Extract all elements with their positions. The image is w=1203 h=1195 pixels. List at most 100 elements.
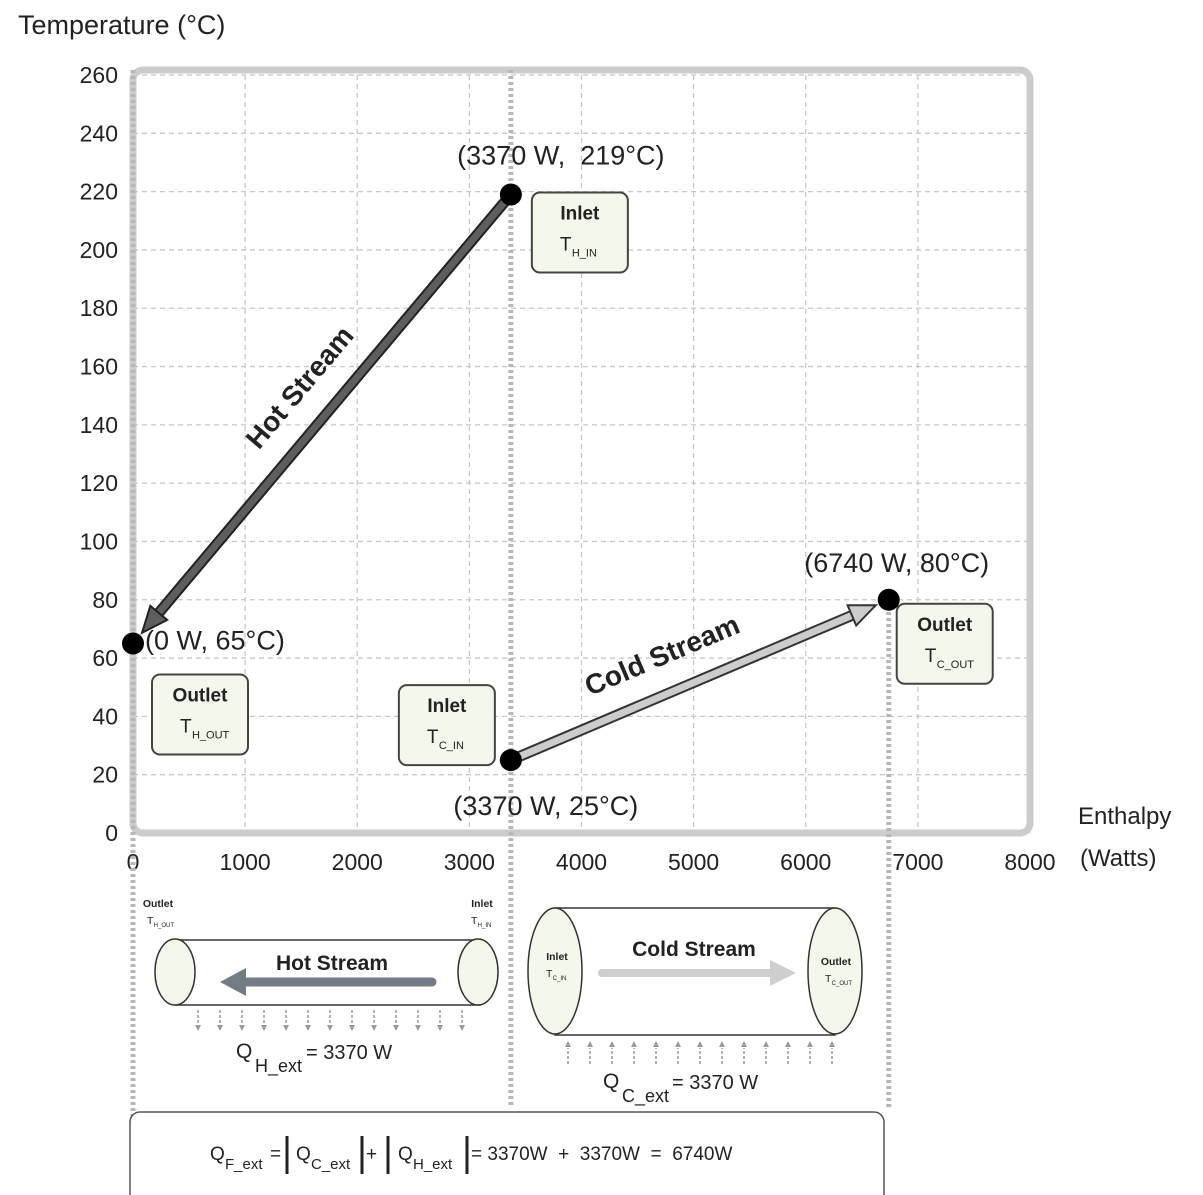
heat-arrow-head <box>653 1041 659 1047</box>
heat-arrow-head <box>415 1025 421 1031</box>
equation-operator: = <box>270 1144 281 1165</box>
note-symbol: T <box>925 646 937 667</box>
data-point <box>500 184 522 206</box>
heat-arrow-head <box>459 1025 465 1031</box>
x-tick-label: 6000 <box>780 849 831 875</box>
note-symbol: T <box>560 235 572 256</box>
chart: Temperature (°C) Enthalpy (Watts) 0 1000 2… <box>0 0 1203 1195</box>
note-title: Outlet <box>821 957 852 968</box>
note-title: Inlet <box>427 696 467 717</box>
point-label: (3370 W, 219°C) <box>457 141 664 171</box>
point-label: (3370 W, 25°C) <box>453 791 638 821</box>
stream-name: Cold Stream <box>580 609 744 702</box>
heat-arrow-head <box>807 1041 813 1047</box>
note-symbol: T <box>427 727 439 748</box>
note-title: Outlet <box>143 899 174 910</box>
heat-arrow-head <box>393 1025 399 1031</box>
heat-arrow-head <box>675 1041 681 1047</box>
note-subscript: C_IN <box>553 976 567 982</box>
stream-arrow <box>159 195 511 613</box>
pipe-end <box>528 908 582 1034</box>
note-subscript: H_IN <box>572 248 597 260</box>
equation-result: = 3370W + 3370W = 6740W <box>471 1144 732 1165</box>
y-tick-label: 60 <box>92 645 118 671</box>
x-tick-label: 8000 <box>1004 849 1055 875</box>
equation-subscript: F_ext <box>225 1156 263 1173</box>
y-tick-label: 20 <box>92 762 118 788</box>
heat-symbol: Q <box>236 1040 252 1063</box>
x-tick-label: 5000 <box>668 849 719 875</box>
heat-arrow-head <box>305 1025 311 1031</box>
data-point <box>500 749 522 771</box>
note-title: Outlet <box>173 686 229 707</box>
heat-arrow-head <box>261 1025 267 1031</box>
heat-arrow-head <box>829 1041 835 1047</box>
x-tick-label: 7000 <box>892 849 943 875</box>
note-title: Inlet <box>560 204 600 225</box>
equation-symbol: Q <box>296 1144 311 1165</box>
heat-arrow-head <box>349 1025 355 1031</box>
heat-value: = 3370 W <box>672 1072 758 1094</box>
pipe-label: Hot Stream <box>276 952 388 975</box>
x-tick-label: 4000 <box>556 849 607 875</box>
x-axis-title: Enthalpy <box>1078 803 1171 830</box>
heat-arrow-head <box>785 1041 791 1047</box>
equation-subscript: C_ext <box>311 1156 351 1173</box>
x-tick-label: 2000 <box>332 849 383 875</box>
heat-arrow-head <box>697 1041 703 1047</box>
note-subscript: H_OUT <box>192 730 230 742</box>
heat-arrow-head <box>327 1025 333 1031</box>
heat-arrow-head <box>763 1041 769 1047</box>
heat-arrow-head <box>195 1025 201 1031</box>
note-symbol: T <box>180 717 192 738</box>
heat-arrow-head <box>437 1025 443 1031</box>
pipe-label: Cold Stream <box>632 938 756 961</box>
arrow-head <box>848 605 876 625</box>
heat-subscript: H_ext <box>255 1056 302 1077</box>
note-title: Inlet <box>471 899 493 910</box>
y-tick-label: 200 <box>80 237 118 263</box>
heat-arrow-head <box>587 1041 593 1047</box>
pipe-end <box>458 939 498 1005</box>
y-tick-label: 0 <box>105 820 118 846</box>
y-tick-label: 180 <box>80 295 118 321</box>
note-subscript: H_IN <box>478 923 492 929</box>
data-point <box>122 633 144 655</box>
heat-symbol: Q <box>603 1070 619 1093</box>
heat-arrow-head <box>609 1041 615 1047</box>
heat-arrow-head <box>719 1041 725 1047</box>
y-tick-label: 40 <box>92 703 118 729</box>
heat-arrow-head <box>283 1025 289 1031</box>
equation-symbol: Q <box>210 1144 225 1165</box>
y-tick-label: 80 <box>92 587 118 613</box>
pipe-end <box>155 939 195 1005</box>
note-title: Outlet <box>917 615 973 636</box>
equation-operator: + <box>366 1144 377 1165</box>
y-axis-title: Temperature (°C) <box>18 10 225 40</box>
heat-arrow-head <box>371 1025 377 1031</box>
y-tick-label: 220 <box>80 179 118 205</box>
heat-arrow-head <box>741 1041 747 1047</box>
note-subscript: C_OUT <box>832 981 853 987</box>
heat-arrow-head <box>565 1041 571 1047</box>
point-label: (6740 W, 80°C) <box>804 548 989 578</box>
x-tick-label: 3000 <box>444 849 495 875</box>
heat-value: = 3370 W <box>306 1042 392 1064</box>
equation-subscript: H_ext <box>413 1156 453 1173</box>
heat-arrow-head <box>217 1025 223 1031</box>
data-point <box>878 589 900 611</box>
x-axis-title: (Watts) <box>1080 845 1156 872</box>
pipe-end <box>808 908 862 1034</box>
note-subscript: C_IN <box>439 740 464 752</box>
heat-subscript: C_ext <box>622 1086 669 1107</box>
note-subscript: C_OUT <box>937 659 975 671</box>
x-tick-label: 1000 <box>220 849 271 875</box>
point-label: (0 W, 65°C) <box>145 626 285 656</box>
y-tick-label: 140 <box>80 412 118 438</box>
y-tick-label: 260 <box>80 62 118 88</box>
note-title: Inlet <box>546 952 568 963</box>
y-tick-label: 120 <box>80 470 118 496</box>
note-subscript: H_OUT <box>154 923 175 929</box>
y-tick-label: 100 <box>80 528 118 554</box>
heat-arrow-head <box>239 1025 245 1031</box>
